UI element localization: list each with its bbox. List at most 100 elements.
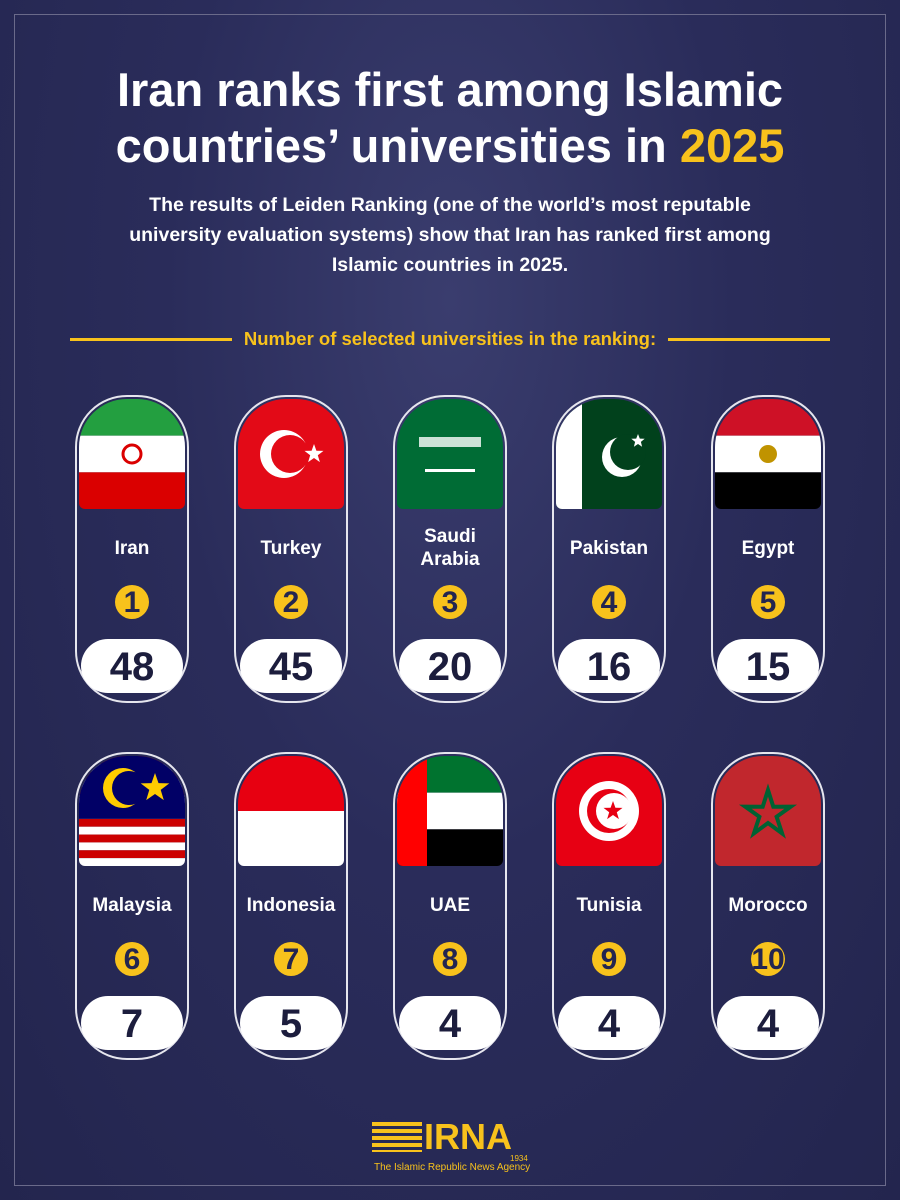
rank-badge: 8 [433, 942, 467, 976]
flag-shape [79, 842, 185, 851]
rank-badge: 4 [592, 585, 626, 619]
flag [238, 399, 344, 509]
flag-shape [79, 850, 185, 859]
country-card: Morocco 10 4 [711, 752, 825, 1060]
country-card: Pakistan 4 16 [552, 395, 666, 703]
flag-shape [79, 472, 185, 509]
section-header: Number of selected universities in the r… [70, 326, 830, 352]
flag-shape [140, 773, 170, 801]
flag-shape [631, 434, 645, 447]
university-count: 5 [240, 996, 342, 1050]
flag-shape [397, 756, 427, 866]
university-count: 4 [399, 996, 501, 1050]
rank-badge: 6 [115, 942, 149, 976]
flag-image [79, 399, 185, 509]
country-name: Pakistan [569, 537, 649, 559]
country-name: Saudi Arabia [420, 526, 480, 570]
title: Iran ranks first among Islamic countries… [60, 62, 840, 174]
flag-shape [271, 435, 309, 473]
university-count: 7 [81, 996, 183, 1050]
flag [79, 756, 185, 866]
section-label: Number of selected universities in the r… [243, 328, 657, 349]
flag-shape [715, 399, 821, 436]
title-main: Iran ranks first among Islamic countries… [115, 63, 784, 172]
rank-badge: 3 [433, 585, 467, 619]
country-name: Morocco [728, 894, 808, 916]
country-card: Iran 1 48 [75, 395, 189, 703]
country-card: Saudi Arabia 3 20 [393, 395, 507, 703]
flag-shape [79, 858, 185, 866]
flag-image [238, 399, 344, 509]
flag [79, 399, 185, 509]
flag-shape [79, 399, 185, 436]
flag-shape [79, 435, 185, 473]
logo-text: IRNA [424, 1116, 512, 1157]
flag-shape [419, 437, 481, 447]
flag-image [715, 756, 821, 866]
flag-shape [304, 444, 324, 463]
flag [397, 399, 503, 509]
flag-shape [603, 801, 623, 820]
flag-shape [759, 445, 777, 463]
flag [556, 399, 662, 509]
flag [715, 399, 821, 509]
logo-year: 1934 [510, 1154, 528, 1163]
flag-shape [397, 399, 503, 509]
flag-shape [121, 443, 143, 465]
flag-shape [738, 783, 798, 839]
flag-shape [715, 756, 821, 866]
country-card: UAE 8 4 [393, 752, 507, 1060]
flag [556, 756, 662, 866]
country-card: Tunisia 9 4 [552, 752, 666, 1060]
flag-shape [112, 771, 146, 805]
country-name: Indonesia [246, 894, 336, 916]
rank-badge: 5 [751, 585, 785, 619]
flag-shape [79, 818, 185, 827]
university-count: 16 [558, 639, 660, 693]
rank-badge: 2 [274, 585, 308, 619]
university-count: 15 [717, 639, 819, 693]
flag [238, 756, 344, 866]
country-card: Indonesia 7 5 [234, 752, 348, 1060]
rule [70, 337, 232, 341]
logo: IRNA 1934 The Islamic Republic News Agen… [372, 1118, 532, 1178]
flag-shape [425, 469, 475, 472]
university-count: 4 [717, 996, 819, 1050]
flag-shape [79, 834, 185, 843]
rank-badge: 1 [115, 585, 149, 619]
flag-shape [238, 811, 344, 866]
flag-image [556, 399, 662, 509]
flag-image [79, 756, 185, 866]
flag-shape [238, 756, 344, 811]
flag-image [715, 399, 821, 509]
rank-badge: 10 [751, 942, 785, 976]
university-count: 20 [399, 639, 501, 693]
country-card: Egypt 5 15 [711, 395, 825, 703]
flag-shape [556, 399, 582, 509]
flag-image [238, 756, 344, 866]
flag-shape [79, 826, 185, 835]
logo-tagline: The Islamic Republic News Agency [374, 1162, 531, 1173]
university-count: 48 [81, 639, 183, 693]
subtitle: The results of Leiden Ranking (one of th… [129, 194, 771, 276]
country-name: Tunisia [576, 894, 642, 916]
country-name: Egypt [741, 537, 795, 559]
country-name: UAE [429, 894, 471, 916]
rank-badge: 7 [274, 942, 308, 976]
flag-image [397, 399, 503, 509]
rule [668, 337, 830, 341]
country-card: Turkey 2 45 [234, 395, 348, 703]
university-count: 45 [240, 639, 342, 693]
country-name: Malaysia [92, 894, 172, 916]
flag-shape [715, 472, 821, 509]
flag-image [397, 756, 503, 866]
flag-image [556, 756, 662, 866]
flag [715, 756, 821, 866]
title-highlight: 2025 [679, 119, 785, 172]
country-name: Turkey [260, 537, 322, 559]
logo-icon [372, 1122, 422, 1152]
flag [397, 756, 503, 866]
country-card: Malaysia 6 7 [75, 752, 189, 1060]
country-name: Iran [114, 537, 150, 559]
